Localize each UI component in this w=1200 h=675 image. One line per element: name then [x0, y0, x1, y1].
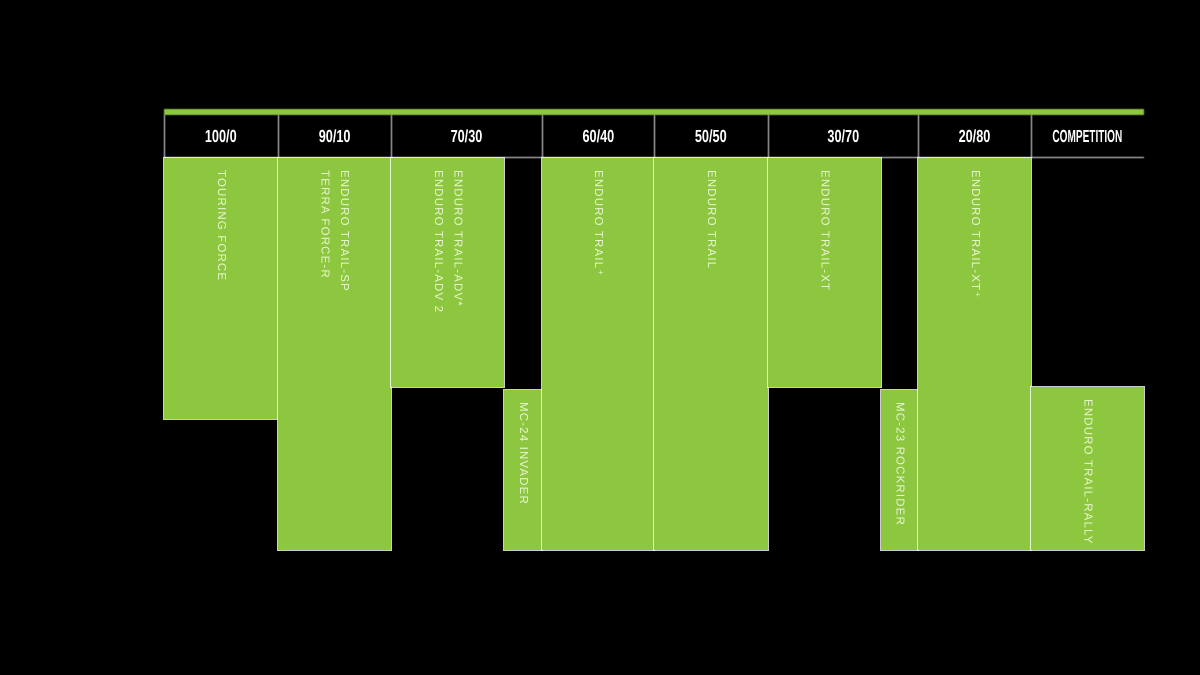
svg-text:60/40: 60/40: [582, 126, 614, 146]
svg-text:70/30: 70/30: [450, 126, 482, 146]
svg-text:COMPETITION: COMPETITION: [1053, 126, 1123, 146]
svg-text:90/10: 90/10: [318, 126, 350, 146]
svg-text:50/50: 50/50: [695, 126, 727, 146]
svg-text:20/80: 20/80: [959, 126, 991, 146]
svg-text:100/0: 100/0: [205, 126, 237, 146]
svg-text:30/70: 30/70: [827, 126, 859, 146]
